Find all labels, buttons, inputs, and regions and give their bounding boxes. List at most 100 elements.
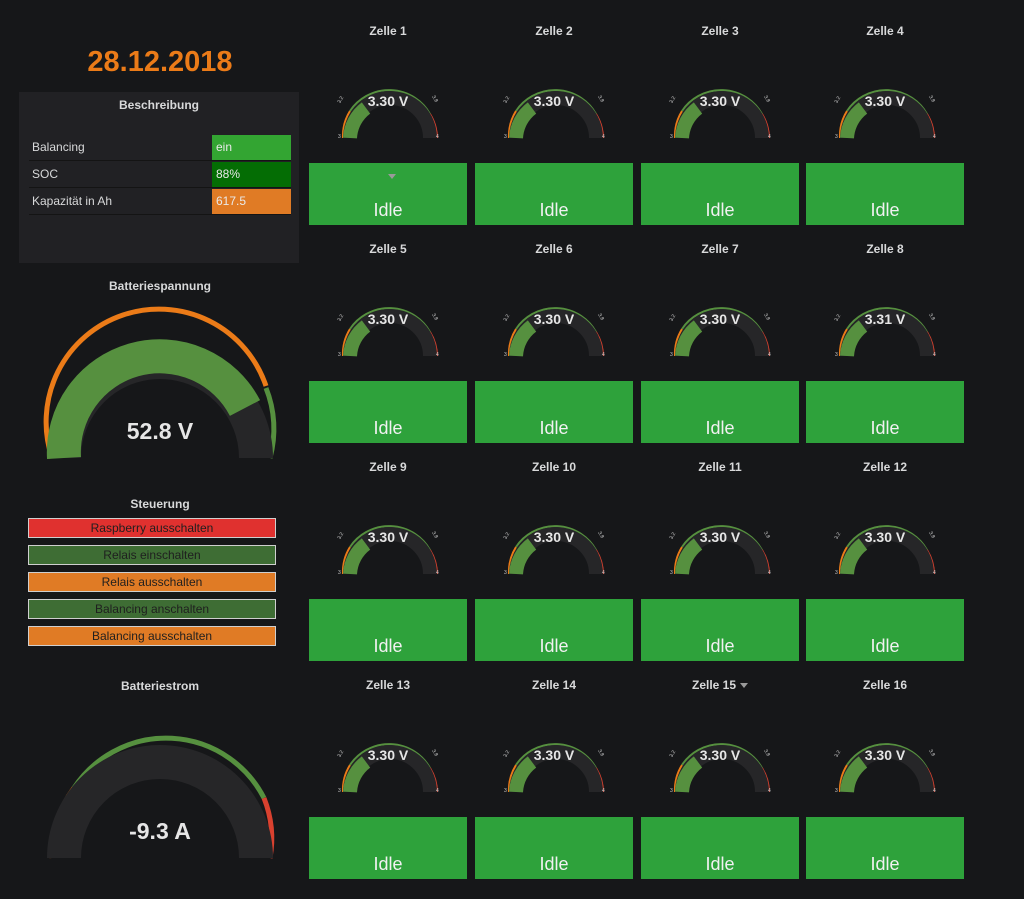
tick-max-label: 4 bbox=[602, 352, 605, 358]
tick-min-label: 3 bbox=[504, 570, 507, 576]
cell-panel: Zelle 8 3 3.2 3.8 4 3.31 V Idle bbox=[806, 218, 964, 443]
table-row: SOC 88% bbox=[29, 161, 291, 188]
tick-high-label: 3.8 bbox=[927, 749, 936, 758]
cell-panel: Zelle 10 3 3.2 3.8 4 3.30 V Idle bbox=[475, 436, 633, 661]
tick-low-label: 3.2 bbox=[834, 95, 843, 104]
tick-high-label: 3.8 bbox=[762, 531, 771, 540]
cell-panel: Zelle 7 3 3.2 3.8 4 3.30 V Idle bbox=[641, 218, 799, 443]
cell-voltage-value: 3.30 V bbox=[533, 311, 575, 327]
battery-voltage-title: Batteriespannung bbox=[108, 279, 211, 293]
cell-voltage-gauge: 3 3.2 3.8 4 bbox=[834, 89, 936, 140]
cell-voltage-value: 3.30 V bbox=[367, 529, 409, 545]
cell-panel: Zelle 2 3 3.2 3.8 4 3.30 V Idle bbox=[475, 0, 633, 225]
cell-title-text: Zelle 14 bbox=[531, 678, 577, 692]
cell-voltage-value: 3.30 V bbox=[699, 93, 741, 109]
cell-title-text: Zelle 16 bbox=[862, 678, 908, 692]
cell-voltage-gauge: 3 3.2 3.8 4 bbox=[337, 307, 439, 358]
tick-low-label: 3.2 bbox=[503, 95, 512, 104]
cell-status-panel: Idle bbox=[475, 163, 633, 225]
tick-low-label: 3.2 bbox=[503, 749, 512, 758]
cell-voltage-value: 3.30 V bbox=[864, 529, 906, 545]
description-panel: Beschreibung Balancing ein SOC 88% Kapaz… bbox=[19, 92, 299, 263]
cell-title: Zelle 6 bbox=[475, 242, 633, 256]
chevron-down-icon[interactable] bbox=[740, 683, 749, 689]
tick-min-label: 3 bbox=[338, 788, 341, 794]
cell-status-text: Idle bbox=[705, 636, 735, 656]
cell-status-panel: Idle bbox=[475, 817, 633, 879]
raspberry-shutdown-button[interactable]: Raspberry ausschalten bbox=[28, 518, 276, 538]
balancing-on-button[interactable]: Balancing anschalten bbox=[28, 599, 276, 619]
cell-voltage-gauge: 3 3.2 3.8 4 bbox=[503, 525, 605, 576]
cell-status-text: Idle bbox=[539, 200, 569, 220]
cell-status-text: Idle bbox=[373, 636, 403, 656]
tick-max-label: 4 bbox=[933, 788, 936, 794]
cell-title-text: Zelle 8 bbox=[866, 242, 904, 256]
tick-high-label: 3.8 bbox=[430, 313, 439, 322]
cell-status-text: Idle bbox=[539, 418, 569, 438]
cell-status-text: Idle bbox=[539, 636, 569, 656]
tick-max-label: 4 bbox=[436, 134, 439, 140]
relay-on-button[interactable]: Relais einschalten bbox=[28, 545, 276, 565]
cell-title: Zelle 1 bbox=[309, 24, 467, 38]
tick-min-label: 3 bbox=[504, 134, 507, 140]
cell-title: Zelle 10 bbox=[475, 460, 633, 474]
tick-high-label: 3.8 bbox=[430, 95, 439, 104]
cell-title: Zelle 9 bbox=[309, 460, 467, 474]
row-value: ein bbox=[212, 135, 291, 160]
cell-status-panel: Idle bbox=[641, 163, 799, 225]
tick-high-label: 3.8 bbox=[596, 531, 605, 540]
tick-min-label: 3 bbox=[504, 352, 507, 358]
cell-voltage-gauge: 3 3.2 3.8 4 bbox=[337, 743, 439, 794]
tick-max-label: 4 bbox=[933, 134, 936, 140]
cell-panel: Zelle 1 3 3.2 3.8 4 3.30 V Idle bbox=[309, 0, 467, 225]
cell-status-panel: Idle bbox=[641, 599, 799, 661]
tick-low-label: 3.2 bbox=[669, 313, 678, 322]
tick-high-label: 3.8 bbox=[430, 531, 439, 540]
cell-status-text: Idle bbox=[870, 200, 900, 220]
cell-panel: Zelle 15 3 3.2 3.8 4 3.30 V Idle bbox=[641, 654, 799, 879]
tick-high-label: 3.8 bbox=[596, 313, 605, 322]
cell-title: Zelle 12 bbox=[806, 460, 964, 474]
cell-title-text: Zelle 11 bbox=[698, 460, 742, 474]
cell-status-panel: Idle bbox=[475, 599, 633, 661]
tick-min-label: 3 bbox=[670, 788, 673, 794]
cell-title-text: Zelle 4 bbox=[866, 24, 904, 38]
cell-status-text: Idle bbox=[870, 636, 900, 656]
cell-voltage-value: 3.30 V bbox=[699, 747, 741, 763]
tick-max-label: 4 bbox=[602, 788, 605, 794]
cell-voltage-gauge: 3 3.2 3.8 4 bbox=[834, 307, 936, 358]
cell-voltage-gauge: 3 3.2 3.8 4 bbox=[669, 743, 771, 794]
cell-voltage-value: 3.30 V bbox=[367, 93, 409, 109]
tick-high-label: 3.8 bbox=[430, 749, 439, 758]
cell-voltage-value: 3.30 V bbox=[699, 529, 741, 545]
tick-high-label: 3.8 bbox=[762, 749, 771, 758]
balancing-off-button[interactable]: Balancing ausschalten bbox=[28, 626, 276, 646]
tick-high-label: 3.8 bbox=[927, 95, 936, 104]
cell-title: Zelle 7 bbox=[641, 242, 799, 256]
cell-panel: Zelle 6 3 3.2 3.8 4 3.30 V Idle bbox=[475, 218, 633, 443]
cell-voltage-gauge: 3 3.2 3.8 4 bbox=[834, 525, 936, 576]
cell-title: Zelle 11 bbox=[641, 460, 799, 474]
cell-title-text: Zelle 12 bbox=[862, 460, 908, 474]
tick-max-label: 4 bbox=[602, 134, 605, 140]
cell-voltage-value: 3.30 V bbox=[533, 747, 575, 763]
cell-voltage-gauge: 3 3.2 3.8 4 bbox=[503, 743, 605, 794]
cell-voltage-gauge: 3 3.2 3.8 4 bbox=[834, 743, 936, 794]
tick-high-label: 3.8 bbox=[927, 531, 936, 540]
cell-voltage-gauge: 3 3.2 3.8 4 bbox=[337, 89, 439, 140]
tick-max-label: 4 bbox=[768, 134, 771, 140]
tick-min-label: 3 bbox=[338, 570, 341, 576]
tick-low-label: 3.2 bbox=[834, 749, 843, 758]
cell-status-text: Idle bbox=[705, 200, 735, 220]
chevron-down-icon[interactable] bbox=[388, 174, 396, 179]
cell-status-panel: Idle bbox=[309, 817, 467, 879]
tick-high-label: 3.8 bbox=[927, 313, 936, 322]
cell-voltage-gauge: 3 3.2 3.8 4 bbox=[503, 307, 605, 358]
cell-status-panel: Idle bbox=[806, 599, 964, 661]
tick-low-label: 3.2 bbox=[669, 531, 678, 540]
row-label: Kapazität in Ah bbox=[32, 194, 113, 208]
table-row: Balancing ein bbox=[29, 134, 291, 161]
relay-off-button[interactable]: Relais ausschalten bbox=[28, 572, 276, 592]
tick-min-label: 3 bbox=[835, 570, 838, 576]
cell-status-text: Idle bbox=[705, 418, 735, 438]
